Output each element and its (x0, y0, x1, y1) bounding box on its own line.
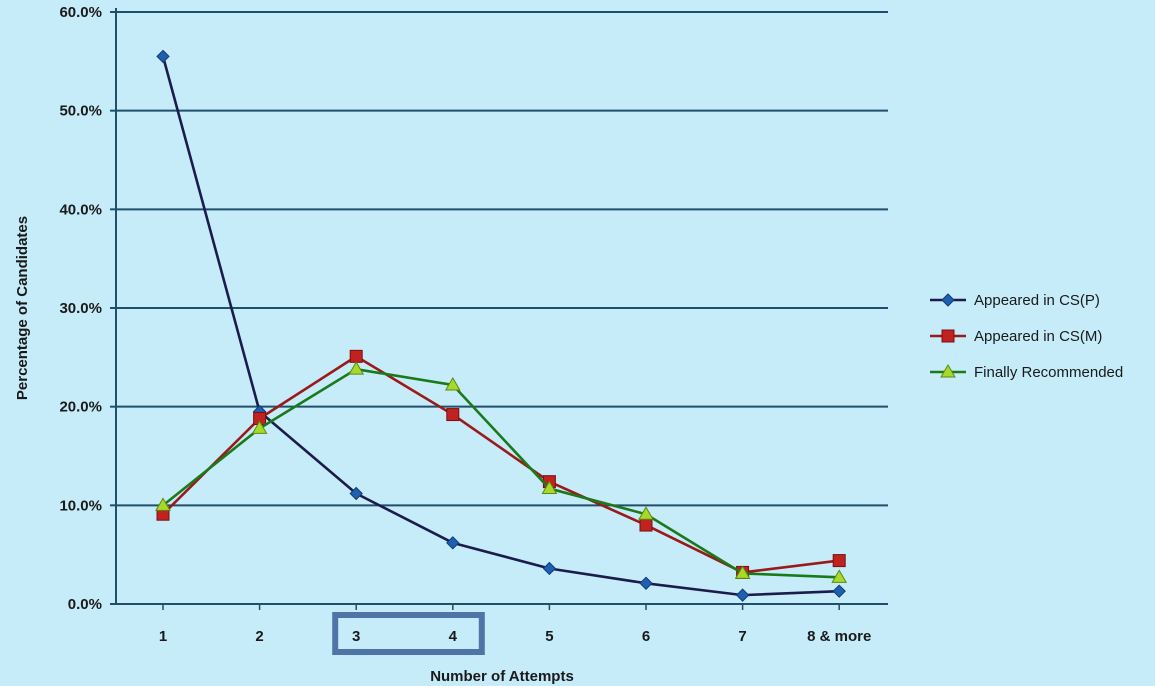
legend-label: Finally Recommended (974, 364, 1123, 381)
series-line (162, 355, 840, 574)
diamond-marker (832, 584, 846, 598)
legend-entry: Finally Recommended (930, 364, 1123, 381)
y-axis-label: Percentage of Candidates (14, 216, 31, 400)
y-tick-label: 30.0% (59, 300, 102, 317)
y-tick-label: 0.0% (68, 596, 102, 613)
gridlines (116, 11, 888, 507)
x-axis-label: Number of Attempts (430, 668, 574, 685)
legend-entry: Appeared in CS(M) (930, 328, 1102, 345)
diamond-marker (735, 588, 750, 602)
x-tick-label: 7 (738, 628, 746, 645)
square-marker (349, 349, 363, 363)
y-tick-label: 10.0% (59, 497, 102, 514)
square-marker (832, 554, 846, 568)
diamond-marker (156, 49, 170, 64)
triangle-marker (155, 497, 171, 511)
legend-label: Appeared in CS(M) (974, 328, 1102, 345)
triangle-marker (638, 506, 654, 520)
triangle-marker (831, 569, 848, 583)
diamond-marker (941, 293, 955, 307)
highlight-box-rect (332, 612, 485, 655)
square-marker (639, 518, 653, 532)
diamond-marker (446, 536, 460, 550)
legend-entry: Appeared in CS(P) (930, 292, 1100, 309)
x-tick-label: 8 & more (807, 628, 871, 645)
triangle-marker (251, 420, 268, 434)
x-tick-label: 4 (449, 628, 458, 645)
triangle-marker (348, 361, 365, 375)
triangle-marker (541, 480, 558, 495)
triangle-marker (444, 376, 461, 391)
diamond-marker (542, 561, 557, 576)
highlight-box (332, 612, 485, 655)
series (155, 49, 848, 602)
y-tick-label: 40.0% (59, 201, 102, 218)
triangle-marker (734, 565, 751, 579)
x-tick-label: 5 (545, 628, 553, 645)
series-line (162, 367, 840, 579)
x-tick-label: 2 (255, 628, 263, 645)
triangle-marker (940, 364, 956, 378)
series-line (161, 56, 840, 597)
y-tick-label: 60.0% (59, 4, 102, 21)
x-tick-label: 6 (642, 628, 650, 645)
axis-labels: Number of Attempts Percentage of Candida… (14, 216, 574, 685)
x-tick-label: 3 (352, 628, 360, 645)
square-marker (446, 408, 460, 422)
square-marker (941, 329, 955, 343)
x-tick-label: 1 (159, 628, 167, 645)
y-tick-label: 50.0% (59, 103, 102, 120)
axes: 0.0% 10.0% 20.0% 30.0% 40.0% 50.0% 60.0% 1 2 3 4 5 6… (59, 4, 888, 645)
y-tick-label: 20.0% (59, 399, 102, 416)
diamond-marker (639, 576, 653, 590)
diamond-marker (349, 486, 363, 501)
legend-label: Appeared in CS(P) (974, 292, 1100, 309)
legend: Appeared in CS(P) Appeared in CS(M) Finall… (930, 292, 1123, 381)
